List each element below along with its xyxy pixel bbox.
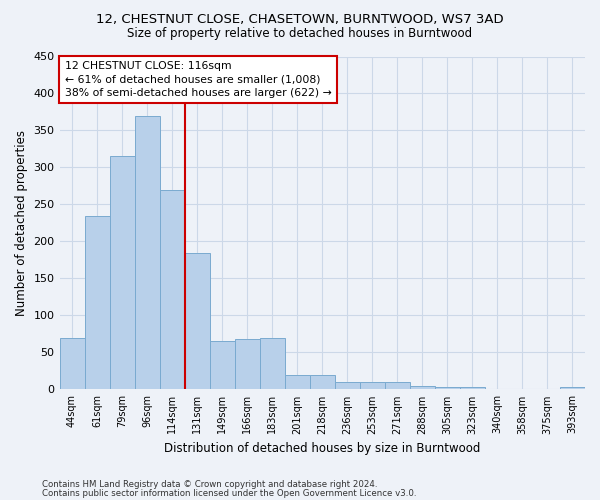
Bar xyxy=(460,387,485,390)
Text: Size of property relative to detached houses in Burntwood: Size of property relative to detached ho… xyxy=(127,28,473,40)
Bar xyxy=(59,338,85,390)
Bar xyxy=(410,386,435,390)
Y-axis label: Number of detached properties: Number of detached properties xyxy=(15,130,28,316)
Text: 12 CHESTNUT CLOSE: 116sqm
← 61% of detached houses are smaller (1,008)
38% of se: 12 CHESTNUT CLOSE: 116sqm ← 61% of detac… xyxy=(65,62,332,98)
Bar xyxy=(209,342,235,390)
Bar xyxy=(85,216,110,390)
Bar xyxy=(335,382,360,390)
Bar xyxy=(110,156,134,390)
Bar xyxy=(134,116,160,390)
X-axis label: Distribution of detached houses by size in Burntwood: Distribution of detached houses by size … xyxy=(164,442,481,455)
Text: 12, CHESTNUT CLOSE, CHASETOWN, BURNTWOOD, WS7 3AD: 12, CHESTNUT CLOSE, CHASETOWN, BURNTWOOD… xyxy=(96,12,504,26)
Text: Contains public sector information licensed under the Open Government Licence v3: Contains public sector information licen… xyxy=(42,488,416,498)
Bar xyxy=(185,252,209,390)
Text: Contains HM Land Registry data © Crown copyright and database right 2024.: Contains HM Land Registry data © Crown c… xyxy=(42,480,377,489)
Bar xyxy=(360,382,385,390)
Bar xyxy=(160,190,185,390)
Bar xyxy=(260,338,285,390)
Bar xyxy=(385,382,410,390)
Bar xyxy=(560,387,585,390)
Bar xyxy=(435,387,460,390)
Bar xyxy=(310,376,335,390)
Bar xyxy=(285,374,310,390)
Bar xyxy=(235,339,260,390)
